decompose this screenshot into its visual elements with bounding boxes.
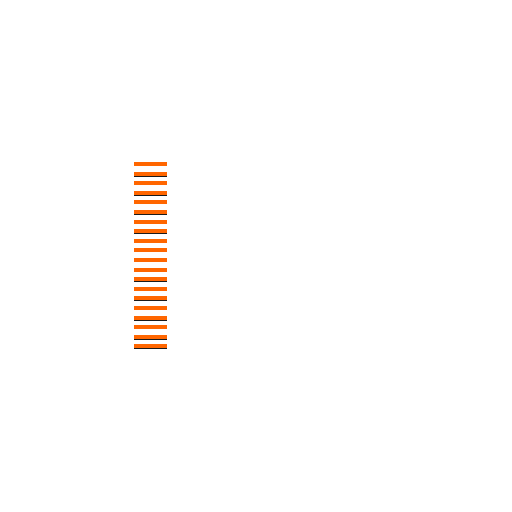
stripe: [134, 258, 167, 262]
stripe: [134, 296, 167, 301]
stripe: [134, 268, 167, 272]
stripe-shadow: [134, 300, 167, 301]
stripe: [134, 316, 167, 321]
stripe: [134, 325, 167, 329]
stripe: [134, 335, 167, 340]
stripe: [134, 181, 167, 185]
stripe-shadow: [134, 320, 167, 321]
stripe-shadow: [134, 348, 167, 349]
stripe: [134, 306, 167, 310]
stripe: [134, 200, 167, 204]
stripe-stack: [134, 162, 167, 352]
stripe: [134, 172, 167, 177]
stripe: [134, 229, 167, 234]
stripe: [134, 277, 167, 282]
stripe: [134, 344, 167, 349]
stripe-shadow: [134, 281, 167, 282]
stripe-shadow: [134, 176, 167, 177]
stripe: [134, 191, 167, 196]
stripe: [134, 248, 167, 252]
stripe: [134, 210, 167, 215]
stripe: [134, 162, 167, 166]
stripe-shadow: [134, 233, 167, 234]
stripe-shadow: [134, 195, 167, 196]
stripe-shadow: [134, 339, 167, 340]
stripe: [134, 220, 167, 224]
stripe-shadow: [134, 214, 167, 215]
stripe: [134, 287, 167, 291]
stripe: [134, 239, 167, 243]
